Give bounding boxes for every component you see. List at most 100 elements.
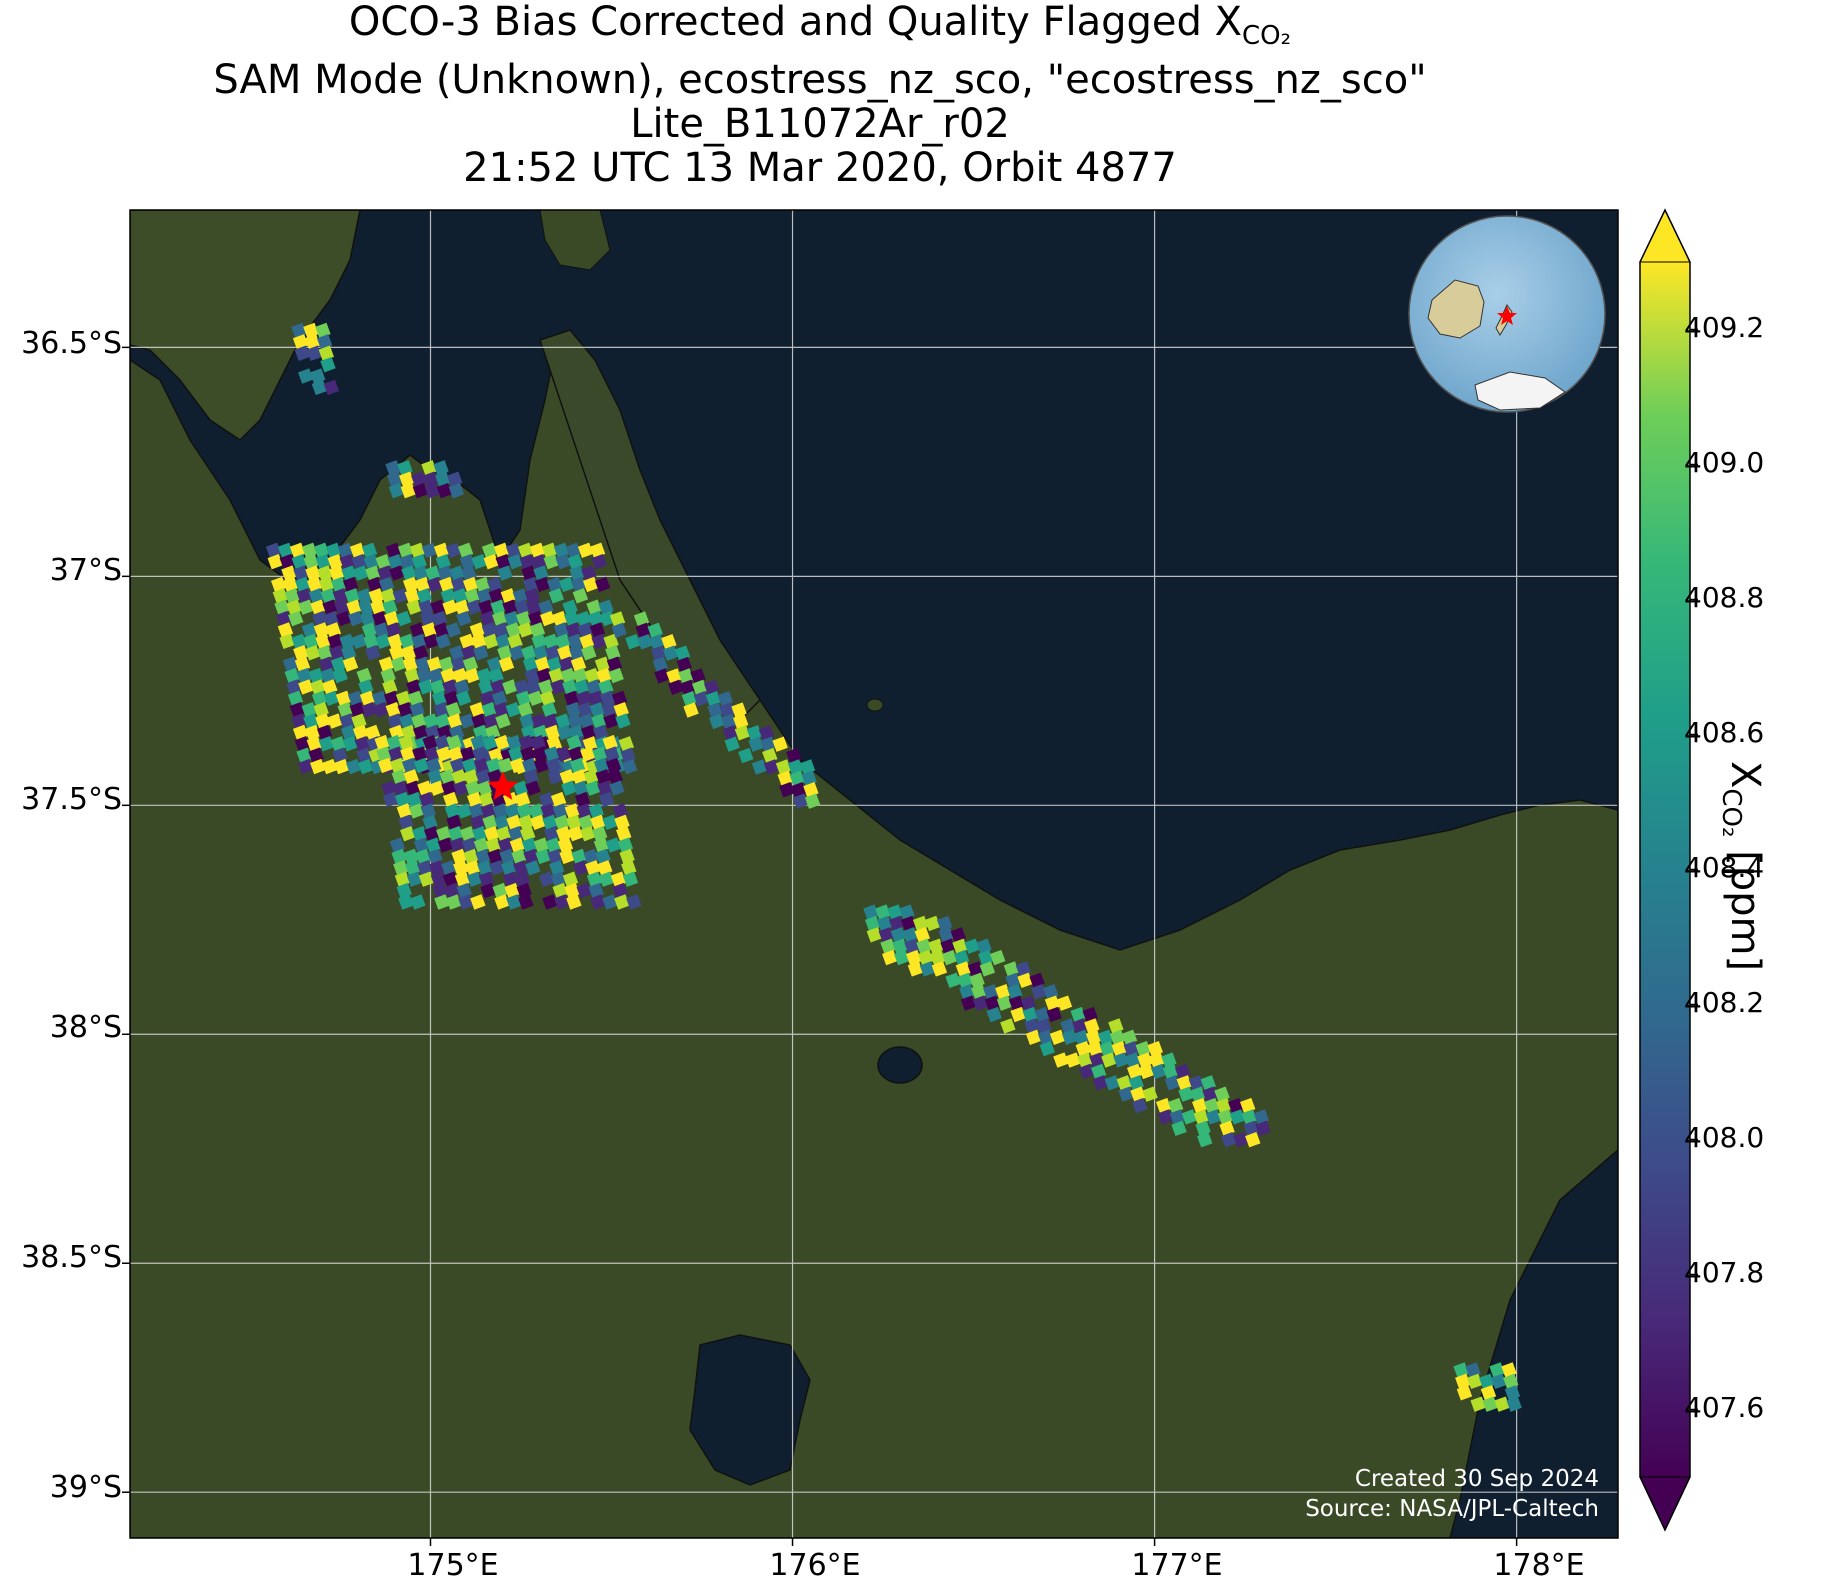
sounding-cell: [637, 634, 653, 650]
sounding-cell: [399, 471, 415, 487]
sounding-cell: [435, 713, 451, 729]
sounding-cell: [310, 599, 326, 615]
sounding-cell: [396, 803, 413, 819]
sounding-cell: [560, 667, 576, 684]
sounding-cell: [1085, 1029, 1102, 1045]
sounding-cell: [413, 565, 429, 581]
sounding-cell: [425, 837, 442, 853]
sounding-cell: [294, 576, 311, 593]
sounding-cell: [622, 871, 639, 887]
sounding-cell: [339, 713, 355, 729]
sounding-cell: [349, 542, 366, 558]
sounding-cell: [882, 949, 898, 966]
sounding-cell: [592, 746, 608, 762]
sounding-cell: [1036, 1018, 1052, 1034]
sounding-cell: [1121, 1029, 1138, 1045]
sounding-cell: [516, 610, 532, 627]
sounding-cell: [270, 576, 287, 593]
sounding-cell: [386, 734, 402, 751]
globe-star-icon: [1497, 306, 1517, 325]
sounding-cell: [499, 848, 515, 865]
sounding-cell: [574, 791, 591, 808]
sounding-cell: [570, 576, 587, 593]
lat-tick-label: 38°S: [49, 1010, 122, 1045]
sounding-cell: [572, 588, 589, 604]
colorbar: [1639, 208, 1698, 1532]
sounding-cell: [1118, 1086, 1134, 1102]
sounding-cell: [621, 860, 637, 876]
sounding-cell: [734, 725, 751, 741]
sounding-cell: [1138, 1063, 1155, 1080]
sounding-cell: [548, 588, 565, 604]
sounding-cell: [411, 713, 427, 729]
sounding-cell: [1101, 1052, 1117, 1068]
sounding-cell: [298, 599, 314, 615]
sounding-cell: [526, 679, 542, 695]
sounding-cell: [349, 701, 365, 718]
sounding-cell: [363, 633, 379, 650]
sounding-cell: [544, 826, 560, 842]
colorbar-tick-label: 408.4: [1684, 851, 1765, 884]
sounding-cell: [413, 837, 430, 853]
sounding-cell: [902, 927, 919, 943]
sounding-cell: [777, 770, 793, 787]
sounding-cell: [441, 860, 457, 876]
sounding-cell: [458, 894, 474, 910]
sounding-cell: [575, 690, 592, 706]
sounding-cell: [480, 803, 497, 819]
sounding-cell: [972, 995, 989, 1011]
sounding-cell: [1453, 1362, 1469, 1378]
sounding-cell: [397, 542, 414, 558]
sounding-cell: [1504, 1385, 1521, 1401]
sounding-cell: [679, 679, 696, 695]
sounding-cell: [466, 599, 482, 615]
sounding-cell: [674, 645, 691, 661]
sounding-cell: [511, 848, 527, 865]
sounding-cell: [971, 984, 987, 1000]
sounding-cell: [553, 622, 570, 638]
target-star-icon: [487, 771, 519, 800]
sounding-cell: [336, 610, 352, 627]
sounding-cell: [954, 949, 970, 966]
sounding-cell: [471, 713, 487, 729]
title-block: OCO-3 Bias Corrected and Quality Flagged…: [0, 0, 1640, 190]
sounding-cell: [564, 803, 581, 819]
sounding-cell: [377, 565, 393, 581]
sounding-cell: [416, 588, 433, 604]
sounding-cell: [576, 803, 593, 819]
land-northland: [130, 210, 361, 441]
sounding-cell: [1470, 1396, 1486, 1412]
sounding-cell: [478, 791, 495, 808]
sounding-cell: [517, 622, 534, 638]
sounding-cell: [518, 894, 534, 910]
lat-tick-label: 38.5°S: [21, 1240, 122, 1275]
sounding-cell: [950, 927, 967, 943]
sounding-cell: [497, 565, 513, 581]
sounding-cell: [325, 622, 342, 638]
globe-australia: [1427, 279, 1485, 339]
sounding-cell: [591, 713, 607, 729]
sounding-cell: [618, 736, 635, 752]
sounding-cell: [635, 622, 651, 639]
sounding-cell: [609, 611, 626, 627]
sounding-cell: [931, 961, 948, 977]
sounding-cell: [546, 656, 563, 672]
sounding-cell: [456, 610, 472, 627]
sounding-cell: [415, 848, 431, 865]
sounding-cell: [478, 599, 494, 615]
sounding-cell: [423, 471, 439, 487]
sounding-cell: [1197, 1132, 1213, 1148]
sounding-cell: [402, 656, 419, 672]
sounding-cell: [388, 482, 405, 499]
sounding-cell: [566, 734, 582, 751]
sounding-cell: [541, 701, 557, 718]
sounding-cell: [473, 837, 490, 853]
sounding-cell: [405, 860, 421, 876]
sounding-cell: [281, 565, 297, 581]
sounding-cell: [312, 610, 328, 627]
sounding-cell: [601, 701, 617, 718]
sounding-cell: [1161, 1052, 1177, 1068]
sounding-cell: [520, 746, 536, 762]
sounding-cell: [526, 599, 542, 615]
sounding-cell: [772, 736, 788, 752]
